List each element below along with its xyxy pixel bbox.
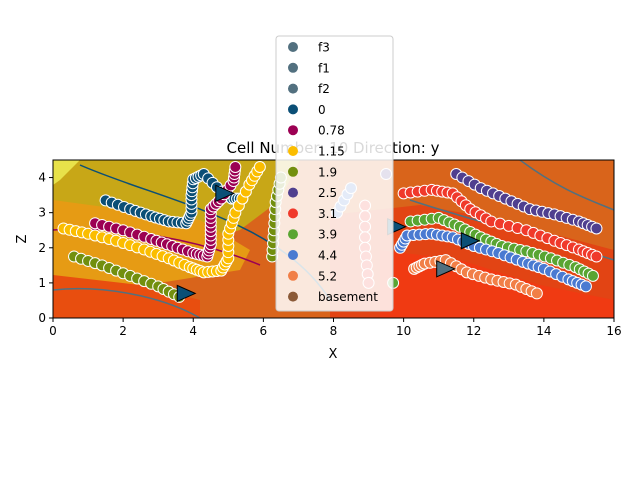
data-point <box>586 269 599 282</box>
x-tick-label: 8 <box>330 324 338 338</box>
orientation-marker <box>215 184 236 203</box>
legend-marker <box>288 166 298 177</box>
legend-label: 2.5 <box>318 186 337 200</box>
plot-area <box>53 160 614 318</box>
x-axis: 0 2 4 6 8 10 12 14 16 <box>49 318 622 338</box>
x-tick-label: 14 <box>536 324 551 338</box>
data-point <box>579 280 592 293</box>
orientation-marker <box>460 231 481 250</box>
data-point <box>530 287 543 300</box>
series-1.15 <box>57 161 266 279</box>
x-tick-label: 10 <box>396 324 411 338</box>
legend-marker <box>288 250 298 260</box>
legend-marker <box>288 208 298 219</box>
legend-label: 1.9 <box>318 165 337 179</box>
data-point <box>590 250 603 263</box>
legend-label: basement <box>318 290 378 304</box>
legend-marker <box>288 270 298 281</box>
legend-label: 4.4 <box>318 249 337 263</box>
legend-marker <box>288 229 298 240</box>
legend-label: f2 <box>318 82 330 96</box>
data-point <box>253 161 266 174</box>
legend-marker <box>288 146 298 156</box>
x-tick-label: 4 <box>189 324 197 338</box>
legend-label: 3.9 <box>318 228 337 242</box>
legend-marker <box>288 291 298 302</box>
legend-label: 5.2 <box>318 269 337 283</box>
data-point <box>229 161 242 174</box>
legend-marker <box>288 187 298 198</box>
contour-line <box>53 288 201 318</box>
field-band-yellow-corner <box>53 160 80 185</box>
x-tick-label: 12 <box>466 324 481 338</box>
x-axis-label: X <box>329 347 338 362</box>
legend-label: 1.15 <box>318 145 345 159</box>
y-tick-label: 3 <box>38 206 46 220</box>
legend-marker <box>288 62 298 73</box>
legend-label: 3.1 <box>318 207 337 221</box>
legend-label: f3 <box>318 41 330 55</box>
y-tick-label: 2 <box>38 241 46 255</box>
data-point <box>590 222 603 235</box>
legend-marker <box>288 125 298 136</box>
legend-label: f1 <box>318 61 330 75</box>
y-axis-label: Z <box>15 234 30 243</box>
legend-marker <box>288 104 298 115</box>
y-tick-label: 4 <box>38 171 46 185</box>
x-tick-label: 16 <box>606 324 621 338</box>
series-0.78 <box>89 161 242 263</box>
legend-marker <box>288 83 298 94</box>
legend-marker <box>288 42 298 52</box>
y-axis: 0 1 2 3 4 <box>38 171 53 325</box>
series-3.9 <box>387 211 599 289</box>
y-tick-label: 1 <box>38 276 46 290</box>
legend: f3 f1 f2 0 0.78 1.15 1.9 2.5 3.1 3.9 4.4 5.2 basemen… <box>275 35 394 312</box>
orientation-marker <box>436 260 456 278</box>
y-tick-label: 0 <box>38 311 46 325</box>
legend-box <box>275 35 394 312</box>
legend-label: 0.78 <box>318 124 345 138</box>
contour-line <box>519 160 614 211</box>
x-tick-label: 2 <box>119 324 127 338</box>
x-tick-label: 6 <box>260 324 268 338</box>
x-tick-label: 0 <box>49 324 57 338</box>
legend-label: 0 <box>318 103 326 117</box>
field-band-red-left <box>53 275 200 318</box>
orientation-marker <box>176 284 197 303</box>
